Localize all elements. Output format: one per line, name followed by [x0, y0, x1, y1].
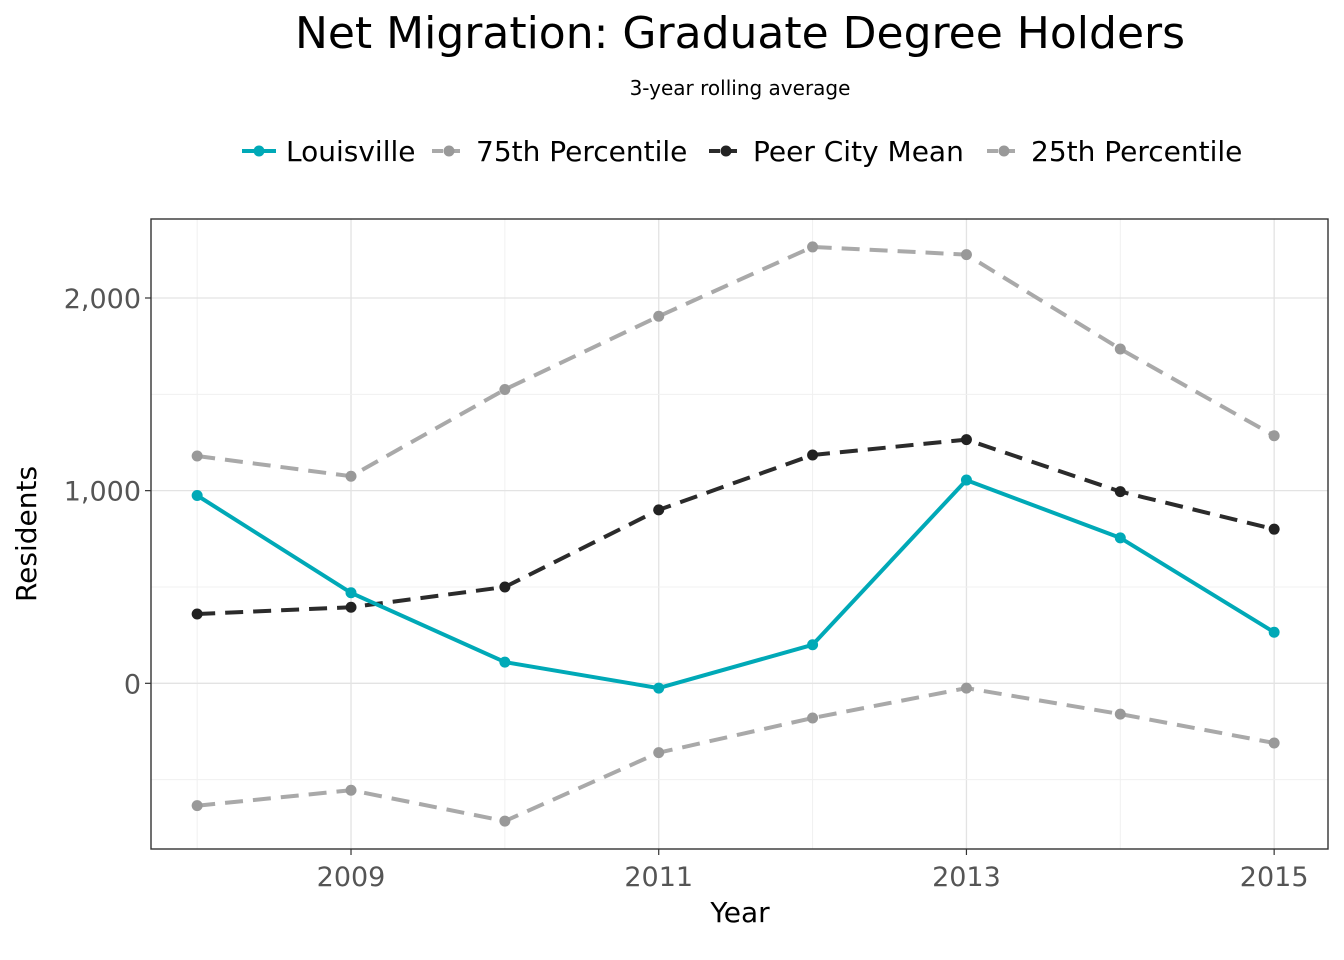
- point-peer-city-mean: [499, 581, 511, 593]
- legend-marker-peer-city-mean: [720, 145, 732, 157]
- point-25th-percentile: [499, 815, 511, 827]
- point-25th-percentile: [1114, 708, 1126, 720]
- x-tick-label: 2015: [1240, 862, 1309, 893]
- y-tick-label: 0: [124, 669, 141, 700]
- y-axis-title: Residents: [10, 466, 43, 602]
- legend-marker-25th-percentile: [998, 145, 1010, 157]
- series-group: [191, 241, 1280, 827]
- point-75th-percentile: [345, 470, 357, 482]
- y-tick-label: 2,000: [64, 284, 141, 315]
- point-75th-percentile: [960, 249, 972, 261]
- legend: Louisville 75th Percentile Peer City Mean 2…: [242, 135, 1242, 168]
- point-peer-city-mean: [807, 449, 819, 461]
- point-25th-percentile: [807, 712, 819, 724]
- point-louisville: [807, 639, 819, 651]
- series-line-25th-percentile: [196, 686, 1275, 824]
- series-line-75th-percentile: [196, 244, 1276, 479]
- point-peer-city-mean: [345, 601, 357, 613]
- point-louisville: [1114, 532, 1126, 544]
- point-75th-percentile: [1114, 343, 1126, 355]
- point-75th-percentile: [1268, 430, 1280, 442]
- point-75th-percentile: [653, 310, 665, 322]
- x-axis-title: Year: [709, 896, 770, 929]
- point-25th-percentile: [345, 784, 357, 796]
- point-peer-city-mean: [653, 504, 665, 516]
- point-louisville: [345, 587, 357, 599]
- point-25th-percentile: [1268, 737, 1280, 749]
- grid: [151, 219, 1328, 849]
- legend-label-louisville: Louisville: [286, 135, 416, 168]
- legend-marker-75th-percentile: [443, 145, 455, 157]
- point-75th-percentile: [807, 241, 819, 253]
- point-25th-percentile: [653, 747, 665, 759]
- point-louisville: [653, 682, 665, 694]
- x-tick-label: 2013: [932, 862, 1001, 893]
- chart-title: Net Migration: Graduate Degree Holders: [295, 8, 1185, 59]
- point-peer-city-mean: [960, 434, 972, 446]
- point-peer-city-mean: [1114, 486, 1126, 498]
- legend-label-75th-percentile: 75th Percentile: [476, 135, 687, 168]
- series-line-louisville: [196, 478, 1276, 691]
- legend-label-peer-city-mean: Peer City Mean: [753, 135, 964, 168]
- point-75th-percentile: [499, 384, 511, 396]
- x-tick-label: 2009: [317, 862, 386, 893]
- legend-marker-louisville: [253, 145, 265, 157]
- point-25th-percentile: [191, 800, 203, 812]
- point-louisville: [960, 474, 972, 486]
- point-peer-city-mean: [191, 608, 203, 620]
- point-75th-percentile: [191, 450, 203, 462]
- tick-labels: 0 1,000 2,000 2009 2011 2013 2015: [64, 284, 1309, 893]
- x-tick-label: 2011: [624, 862, 693, 893]
- plot-border: [150, 218, 1329, 850]
- point-25th-percentile: [960, 682, 972, 694]
- point-louisville: [191, 489, 203, 501]
- y-tick-label: 1,000: [64, 477, 141, 508]
- point-louisville: [499, 656, 511, 668]
- point-louisville: [1268, 626, 1280, 638]
- point-peer-city-mean: [1268, 523, 1280, 535]
- chart-subtitle: 3-year rolling average: [630, 76, 851, 100]
- plot-background: [151, 219, 1328, 849]
- legend-label-25th-percentile: 25th Percentile: [1031, 135, 1242, 168]
